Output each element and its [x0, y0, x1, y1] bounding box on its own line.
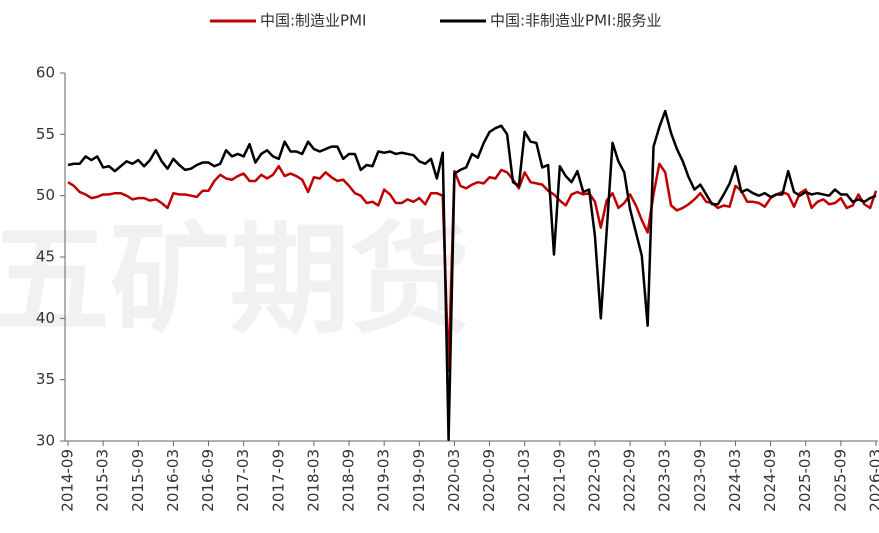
x-tick-label: 2024-09	[761, 449, 779, 512]
legend-label: 中国:制造业PMI	[260, 12, 366, 30]
x-tick-label: 2017-09	[269, 449, 287, 512]
y-tick-label: 50	[36, 186, 55, 204]
x-tick-label: 2024-03	[726, 449, 744, 512]
x-tick-label: 2015-09	[129, 449, 147, 512]
y-tick-label: 30	[36, 432, 55, 450]
x-tick-label: 2023-09	[691, 449, 709, 512]
legend-label: 中国:非制造业PMI:服务业	[490, 12, 662, 30]
x-tick-label: 2023-03	[656, 449, 674, 512]
watermark: 五矿期货	[0, 214, 470, 348]
x-tick-label: 2026-03	[867, 449, 879, 512]
y-tick-label: 40	[36, 309, 55, 327]
x-tick-label: 2022-09	[621, 449, 639, 512]
x-tick-label: 2025-03	[796, 449, 814, 512]
x-tick-label: 2018-09	[340, 449, 358, 512]
y-tick-label: 60	[36, 64, 55, 82]
x-tick-label: 2014-09	[59, 449, 77, 512]
x-tick-label: 2025-09	[831, 449, 849, 512]
x-tick-label: 2016-03	[164, 449, 182, 512]
y-tick-label: 55	[36, 125, 55, 143]
x-tick-label: 2022-03	[585, 449, 603, 512]
series-line	[67, 109, 877, 442]
x-tick-label: 2015-03	[94, 449, 112, 512]
x-tick-label: 2019-09	[410, 449, 428, 512]
x-tick-label: 2020-09	[480, 449, 498, 512]
x-tick-label: 2017-03	[234, 449, 252, 512]
x-tick-label: 2020-03	[445, 449, 463, 512]
x-tick-label: 2021-09	[550, 449, 568, 512]
x-tick-label: 2021-03	[515, 449, 533, 512]
y-tick-label: 35	[36, 370, 55, 388]
x-tick-label: 2019-03	[375, 449, 393, 512]
x-tick-label: 2016-09	[199, 449, 217, 512]
x-tick-label: 2018-03	[304, 449, 322, 512]
y-tick-label: 45	[36, 248, 55, 266]
